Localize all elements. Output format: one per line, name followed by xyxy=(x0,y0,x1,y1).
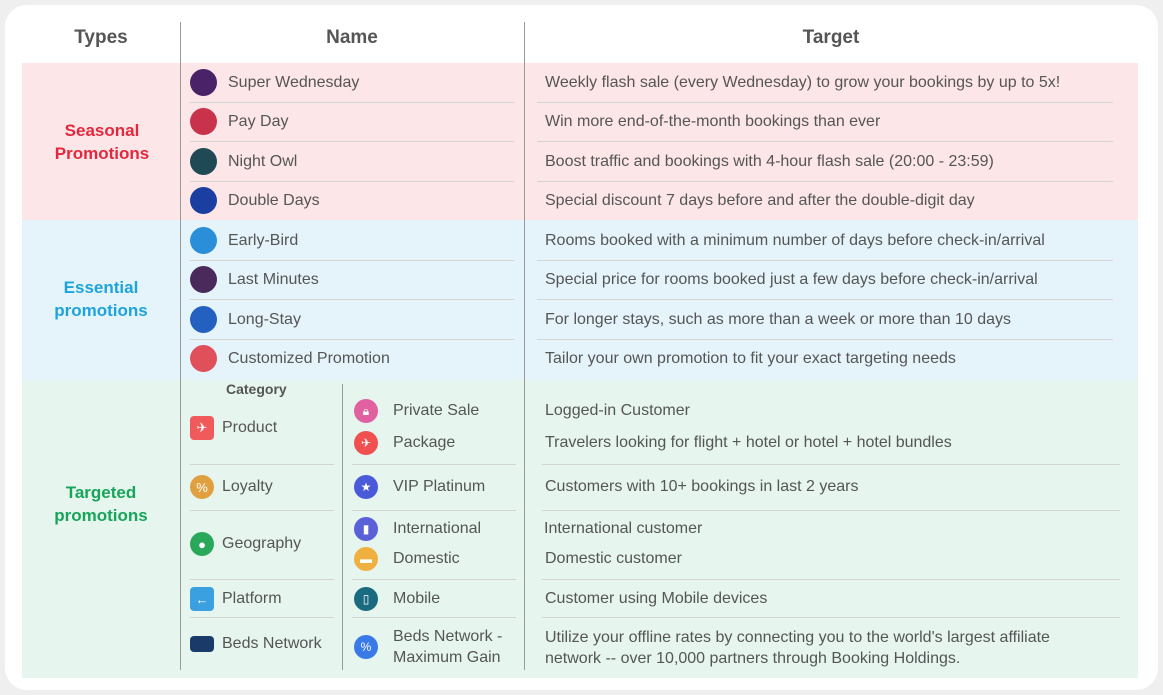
promotion-target: Tailor your own promotion to fit your ex… xyxy=(545,349,956,367)
target-text: Utilize your offline rates by connecting… xyxy=(545,629,1050,667)
category-product: ✈ Product xyxy=(190,416,277,440)
item-name: VIP Platinum xyxy=(393,478,486,495)
promotion-name-row: Super Wednesday xyxy=(190,63,514,102)
promotion-target: Special discount 7 days before and after… xyxy=(545,191,975,209)
promotion-name: Early-Bird xyxy=(228,231,299,249)
mobile-arrow-icon: ← xyxy=(190,587,214,611)
promotion-name: Super Wednesday xyxy=(228,73,360,91)
promotion-name: Pay Day xyxy=(228,112,289,130)
promotion-name: Double Days xyxy=(228,191,320,209)
item-name: Beds Network - Maximum Gain xyxy=(393,628,503,666)
category-loyalty: % Loyalty xyxy=(190,475,273,499)
target-text: Customer using Mobile devices xyxy=(545,590,768,607)
target-text: Travelers looking for flight + hotel or … xyxy=(545,434,952,451)
backpack-icon: ▬ xyxy=(354,547,378,571)
promotion-name-row: Pay Day xyxy=(190,102,514,141)
type-seasonal: Seasonal Promotions xyxy=(54,121,150,163)
promotion-thumbnail-icon xyxy=(190,69,217,96)
item-name: International xyxy=(393,520,482,537)
item-private-sale: 🔒︎ Private Sale xyxy=(354,399,479,423)
header-types: Types xyxy=(74,27,128,48)
promotion-name-row: Night Owl xyxy=(190,142,514,181)
promotion-thumbnail-icon xyxy=(190,345,217,372)
promotion-name: Night Owl xyxy=(228,152,298,170)
category-label: Category xyxy=(226,381,287,397)
star-icon: ★ xyxy=(354,475,378,499)
item-name: Domestic xyxy=(393,550,460,567)
loyalty-user-icon: % xyxy=(190,475,214,499)
promotion-thumbnail-icon xyxy=(190,187,217,214)
category-name: Geography xyxy=(222,535,302,552)
bed-tag-icon xyxy=(190,636,214,652)
promotion-name-row: Customized Promotion xyxy=(190,339,514,378)
package-icon: ✈ xyxy=(354,431,378,455)
header-name: Name xyxy=(326,27,378,48)
category-name: Loyalty xyxy=(222,478,273,495)
target-text: Customers with 10+ bookings in last 2 ye… xyxy=(545,478,859,495)
item-name: Package xyxy=(393,434,456,451)
promotion-thumbnail-icon xyxy=(190,148,217,175)
item-mobile: ▯ Mobile xyxy=(354,587,440,611)
item-international: ▮ International xyxy=(354,517,481,541)
item-beds-network-max-gain: % Beds Network - Maximum Gain xyxy=(354,626,502,668)
column-divider xyxy=(180,22,181,670)
category-name: Product xyxy=(222,419,278,436)
promotion-name: Last Minutes xyxy=(228,270,319,288)
type-essential: Essential promotions xyxy=(54,278,148,320)
luggage-icon: ▮ xyxy=(354,517,378,541)
subcolumn-divider xyxy=(342,384,343,670)
promotion-target: Boost traffic and bookings with 4-hour f… xyxy=(545,152,994,170)
promotion-thumbnail-icon xyxy=(190,227,217,254)
category-platform: ← Platform xyxy=(190,587,282,611)
category-name: Beds Network xyxy=(222,635,322,652)
promotion-target: For longer stays, such as more than a we… xyxy=(545,310,1012,328)
promotion-name-row: Double Days xyxy=(190,181,514,220)
promotion-name-row: Long-Stay xyxy=(190,300,514,339)
promotion-target: Weekly flash sale (every Wednesday) to g… xyxy=(545,73,1061,91)
item-domestic: ▬ Domestic xyxy=(354,547,460,571)
lock-icon: 🔒︎ xyxy=(354,399,378,423)
promotion-name: Long-Stay xyxy=(228,310,301,328)
column-divider xyxy=(524,22,525,670)
header-target: Target xyxy=(802,27,860,48)
category-geography: ● Geography xyxy=(190,532,301,556)
percent-icon: % xyxy=(354,635,378,659)
item-package: ✈ Package xyxy=(354,431,455,455)
hotel-flight-icon: ✈ xyxy=(190,416,214,440)
item-name: Private Sale xyxy=(393,402,480,419)
phone-icon: ▯ xyxy=(354,587,378,611)
category-name: Platform xyxy=(222,590,282,607)
item-name: Mobile xyxy=(393,590,441,607)
target-text: Logged-in Customer xyxy=(545,402,690,419)
promotion-thumbnail-icon xyxy=(190,306,217,333)
promotion-target: Rooms booked with a minimum number of da… xyxy=(545,231,1045,249)
item-vip-platinum: ★ VIP Platinum xyxy=(354,475,485,499)
target-text: Domestic customer xyxy=(545,550,682,567)
globe-pin-icon: ● xyxy=(190,532,214,556)
promotion-name-row: Early-Bird xyxy=(190,221,514,260)
promotion-name: Customized Promotion xyxy=(228,349,390,367)
promotion-target: Win more end-of-the-month bookings than … xyxy=(545,112,881,130)
type-targeted: Targeted promotions xyxy=(54,483,148,525)
target-text: International customer xyxy=(544,520,703,537)
category-beds-network: Beds Network xyxy=(190,635,322,653)
promotion-target: Special price for rooms booked just a fe… xyxy=(545,270,1038,288)
promotion-thumbnail-icon xyxy=(190,266,217,293)
promotion-name-row: Last Minutes xyxy=(190,260,514,299)
promotion-thumbnail-icon xyxy=(190,108,217,135)
